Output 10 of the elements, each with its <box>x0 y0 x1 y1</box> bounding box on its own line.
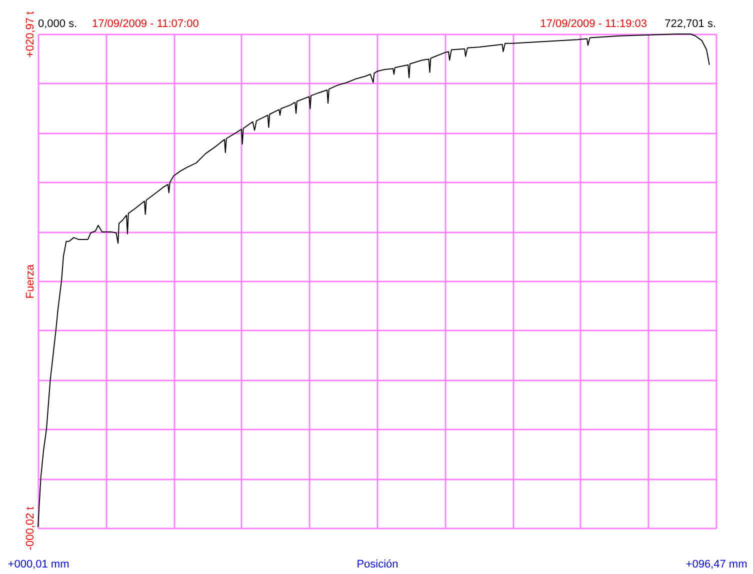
x-axis-title: Posición <box>356 558 398 570</box>
text: 17/09/2009 - 11:07:00 <box>92 18 199 30</box>
y-tick-label: +020,97 t <box>24 11 36 58</box>
text: 722,701 s. <box>664 18 716 30</box>
text: 17/09/2009 - 11:19:03 <box>540 18 647 30</box>
y-axis-title: Fuerza <box>24 264 36 299</box>
text: 0,000 s. <box>38 18 78 30</box>
x-tick-label: +000,01 mm <box>8 558 70 570</box>
y-tick-label: -000,02 t <box>24 506 36 550</box>
x-tick-label: +096,47 mm <box>686 558 748 570</box>
